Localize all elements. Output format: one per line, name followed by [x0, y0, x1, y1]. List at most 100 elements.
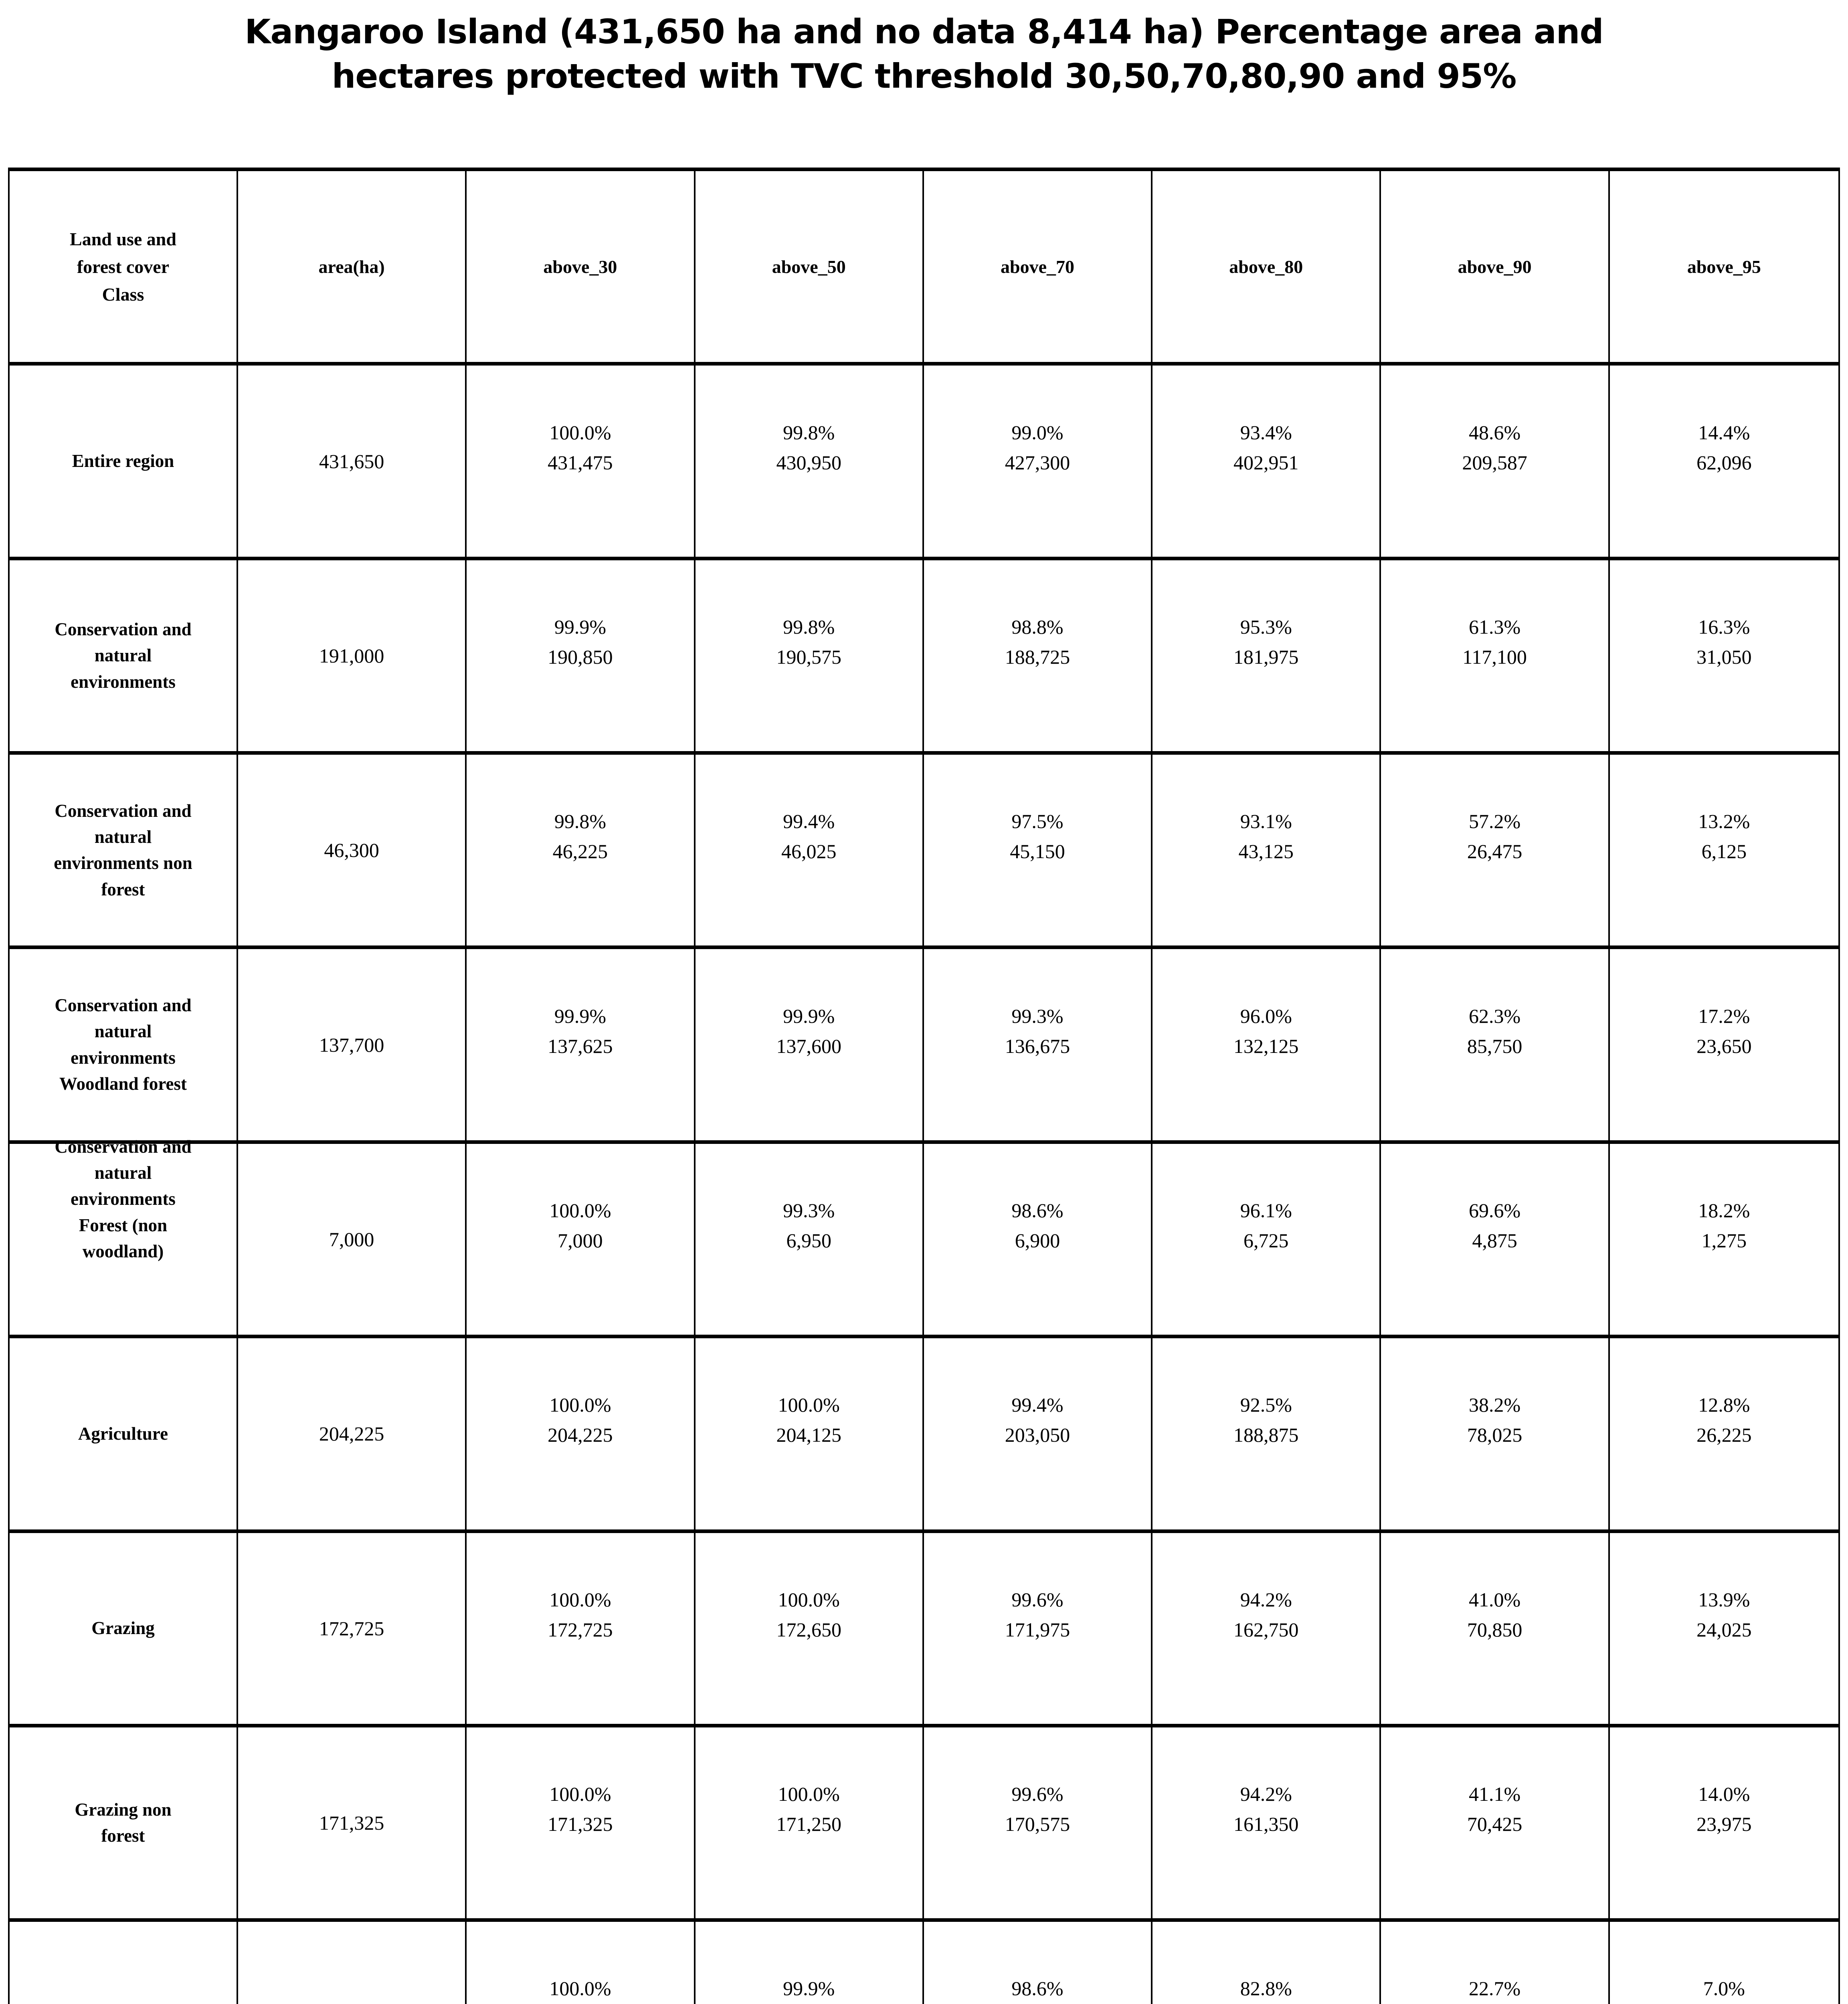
percent-value: 99.9%: [554, 1004, 606, 1027]
hectares-value: 188,725: [1005, 645, 1070, 668]
threshold-cell: 41.0% 70,850: [1381, 1533, 1610, 1727]
hectares-value: 6,725: [1243, 1229, 1289, 1252]
threshold-cell: 100.0% 171,325: [467, 1727, 696, 1922]
column-header: area(ha): [238, 171, 467, 366]
land-use-protection-table: Land use and forest cover Class area(ha) a…: [8, 168, 1840, 2004]
hectares-value: 402,951: [1233, 451, 1299, 474]
threshold-cell: 100.0% 172,725: [467, 1533, 696, 1727]
threshold-cell: 61.3% 117,100: [1381, 560, 1610, 755]
percent-value: 96.1%: [1240, 1199, 1292, 1222]
percent-value: 98.8%: [1011, 615, 1064, 638]
pct-ha-values: 100.0%31,125: [549, 1974, 611, 2004]
pct-ha-values: 98.6% 6,900: [1011, 1196, 1063, 1256]
row-label-cell: Cropping: [10, 1922, 238, 2004]
percent-value: 14.0%: [1698, 1783, 1750, 1806]
percent-value: 99.0%: [1011, 421, 1064, 444]
threshold-cell: 48.6% 209,587: [1381, 366, 1610, 560]
row-label-cell: Conservation and natural environments: [10, 560, 238, 755]
threshold-cell: 99.9%31,100: [696, 1922, 924, 2004]
hectares-value: 23,650: [1696, 1034, 1752, 1057]
pct-ha-values: 94.2% 161,350: [1233, 1779, 1299, 1839]
threshold-cell: 22.7%7,075: [1381, 1922, 1610, 2004]
threshold-cell: 96.1% 6,725: [1152, 1143, 1381, 1339]
percent-value: 94.2%: [1240, 1783, 1292, 1806]
area-cell: 431,650: [238, 366, 467, 560]
threshold-cell: 100.0% 431,475: [467, 366, 696, 560]
hectares-value: 172,650: [776, 1618, 841, 1641]
hectares-value: 6,125: [1701, 840, 1747, 863]
pct-ha-values: 99.4% 203,050: [1005, 1390, 1070, 1450]
pct-ha-values: 17.2% 23,650: [1696, 1001, 1752, 1061]
hectares-value: 430,950: [776, 451, 841, 474]
area-cell: 171,325: [238, 1727, 467, 1922]
threshold-cell: 99.8% 46,225: [467, 755, 696, 949]
percent-value: 99.4%: [1011, 1394, 1064, 1416]
pct-ha-values: 13.9% 24,025: [1696, 1585, 1752, 1645]
threshold-cell: 100.0%31,125: [467, 1922, 696, 2004]
percent-value: 38.2%: [1468, 1394, 1521, 1416]
hectares-value: 46,225: [552, 840, 608, 863]
percent-value: 100.0%: [549, 1199, 611, 1222]
percent-value: 41.1%: [1468, 1783, 1521, 1806]
threshold-cell: 41.1% 70,425: [1381, 1727, 1610, 1922]
percent-value: 18.2%: [1698, 1199, 1750, 1222]
percent-value: 93.1%: [1240, 810, 1292, 833]
pct-ha-values: 100.0% 7,000: [549, 1196, 611, 1256]
hectares-value: 137,625: [548, 1034, 613, 1057]
threshold-cell: 99.0% 427,300: [924, 366, 1153, 560]
percent-value: 22.7%: [1468, 1977, 1521, 2000]
hectares-value: 7,000: [558, 1229, 603, 1252]
hectares-value: 171,250: [776, 1813, 841, 1836]
hectares-value: 209,587: [1462, 451, 1527, 474]
row-label-cell: Grazing non forest: [10, 1727, 238, 1922]
column-header: above_90: [1381, 171, 1610, 366]
percent-value: 98.6%: [1011, 1199, 1064, 1222]
hectares-value: 132,125: [1233, 1034, 1299, 1057]
percent-value: 100.0%: [549, 1588, 611, 1611]
row-label-cell: Conservation and natural environments Wo…: [10, 949, 238, 1144]
hectares-value: 62,096: [1696, 451, 1752, 474]
percent-value: 12.8%: [1698, 1394, 1750, 1416]
percent-value: 100.0%: [549, 421, 611, 444]
pct-ha-values: 41.0% 70,850: [1467, 1585, 1522, 1645]
threshold-cell: 97.5% 45,150: [924, 755, 1153, 949]
hectares-value: 70,425: [1467, 1813, 1522, 1836]
percent-value: 99.9%: [783, 1977, 835, 2000]
hectares-value: 46,025: [781, 840, 837, 863]
percent-value: 14.4%: [1698, 421, 1750, 444]
row-label-text: Grazing: [91, 1618, 155, 1638]
threshold-cell: 7.0%2,175: [1610, 1922, 1838, 2004]
threshold-cell: 99.4% 203,050: [924, 1338, 1153, 1533]
hectares-value: 170,575: [1005, 1813, 1070, 1836]
percent-value: 99.9%: [783, 1004, 835, 1027]
threshold-cell: 98.8% 188,725: [924, 560, 1153, 755]
percent-value: 16.3%: [1698, 615, 1750, 638]
percent-value: 61.3%: [1468, 615, 1521, 638]
threshold-cell: 13.9% 24,025: [1609, 1533, 1838, 1727]
percent-value: 99.3%: [783, 1199, 835, 1222]
row-label-cell: Grazing: [10, 1533, 238, 1727]
percent-value: 82.8%: [1240, 1977, 1292, 2000]
hectares-value: 4,875: [1472, 1229, 1517, 1252]
percent-value: 100.0%: [778, 1588, 840, 1611]
hectares-value: 171,975: [1005, 1618, 1070, 1641]
hectares-value: 203,050: [1005, 1424, 1070, 1446]
hectares-value: 78,025: [1467, 1424, 1522, 1446]
percent-value: 99.8%: [783, 615, 835, 638]
threshold-cell: 82.8%25,775: [1152, 1922, 1381, 2004]
threshold-cell: 98.6%30,700: [924, 1922, 1153, 2004]
threshold-cell: 99.9% 137,625: [467, 949, 696, 1144]
threshold-cell: 94.2% 162,750: [1152, 1533, 1381, 1727]
pct-ha-values: 18.2% 1,275: [1698, 1196, 1750, 1256]
pct-ha-values: 99.9% 137,600: [776, 1001, 841, 1061]
pct-ha-values: 14.4% 62,096: [1696, 418, 1752, 478]
percent-value: 99.8%: [554, 810, 606, 833]
percent-value: 13.2%: [1698, 810, 1750, 833]
pct-ha-values: 93.1% 43,125: [1239, 806, 1294, 867]
pct-ha-values: 99.3% 136,675: [1005, 1001, 1070, 1061]
row-label-cell: Conservation and natural environments no…: [10, 755, 238, 949]
threshold-cell: 98.6% 6,900: [924, 1143, 1153, 1339]
row-label-text: Conservation and natural environments: [55, 619, 192, 692]
threshold-cell: 100.0% 7,000: [467, 1143, 696, 1339]
pct-ha-values: 62.3% 85,750: [1467, 1001, 1522, 1061]
